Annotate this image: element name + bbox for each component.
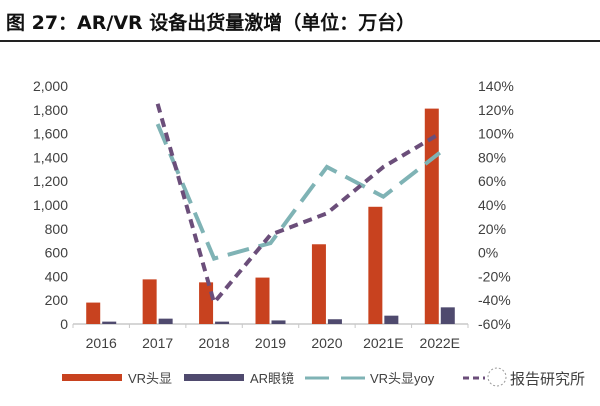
right-axis-tick-label: 20% [478, 221, 506, 237]
x-axis-tick-label: 2020 [311, 335, 342, 351]
left-axis-tick-label: 1,800 [33, 102, 68, 118]
bar-ar [384, 315, 399, 324]
left-axis-tick-label: 0 [60, 316, 68, 332]
left-axis-tick-label: 600 [45, 245, 69, 261]
right-axis-tick-label: -40% [478, 292, 511, 308]
legend-label-vr-yoy: VR头显yoy [370, 371, 435, 386]
bar-vr [199, 282, 214, 324]
left-axis-tick-label: 400 [45, 268, 69, 284]
right-axis-tick-label: 100% [478, 126, 514, 142]
watermark-logo-icon [487, 367, 507, 387]
bar-ar [440, 307, 455, 324]
bar-ar [102, 321, 117, 324]
bar-vr [142, 279, 157, 324]
right-axis-tick-label: 40% [478, 197, 506, 213]
left-axis-tick-label: 1,400 [33, 149, 68, 165]
right-axis-tick-label: 80% [478, 149, 506, 165]
chart-title: 图 27：AR/VR 设备出货量激增（单位：万台） [6, 12, 416, 34]
bar-vr [86, 302, 101, 324]
left-axis-tick-label: 1,000 [33, 197, 68, 213]
legend-swatch-vr [62, 374, 122, 381]
x-axis-tick-label: 2019 [255, 335, 286, 351]
line-ar-yoy [155, 103, 441, 307]
left-axis-tick-label: 1,200 [33, 173, 68, 189]
x-axis-tick-label: 2021E [363, 335, 403, 351]
right-axis-tick-label: 60% [478, 173, 506, 189]
left-axis-tick-label: 800 [45, 221, 69, 237]
left-axis-tick-label: 2,000 [33, 78, 68, 94]
watermark-text: 报告研究所 [510, 371, 585, 388]
left-axis-tick-label: 200 [45, 292, 69, 308]
right-axis-tick-label: 0% [478, 245, 498, 261]
bar-vr [311, 244, 326, 324]
bar-ar [271, 320, 286, 324]
bar-vr [255, 277, 270, 324]
x-axis-tick-label: 2017 [142, 335, 173, 351]
bar-ar [327, 319, 342, 324]
x-axis-tick-label: 2022E [420, 335, 460, 351]
legend-swatch-ar [184, 374, 244, 381]
left-axis-tick-label: 1,600 [33, 126, 68, 142]
bar-ar [215, 321, 230, 324]
right-axis-tick-label: -60% [478, 316, 511, 332]
legend-label-ar: AR眼镜 [250, 371, 294, 386]
x-axis-tick-label: 2016 [86, 335, 117, 351]
legend-label-vr: VR头显 [128, 371, 172, 386]
x-axis-tick-label: 2018 [198, 335, 229, 351]
right-axis-tick-label: -20% [478, 268, 511, 284]
bar-vr [368, 206, 383, 324]
bar-vr [424, 108, 439, 324]
line-vr-yoy [155, 123, 442, 261]
bar-ar [158, 318, 173, 324]
right-axis-tick-label: 120% [478, 102, 514, 118]
title-divider [0, 40, 600, 42]
right-axis-tick-label: 140% [478, 78, 514, 94]
